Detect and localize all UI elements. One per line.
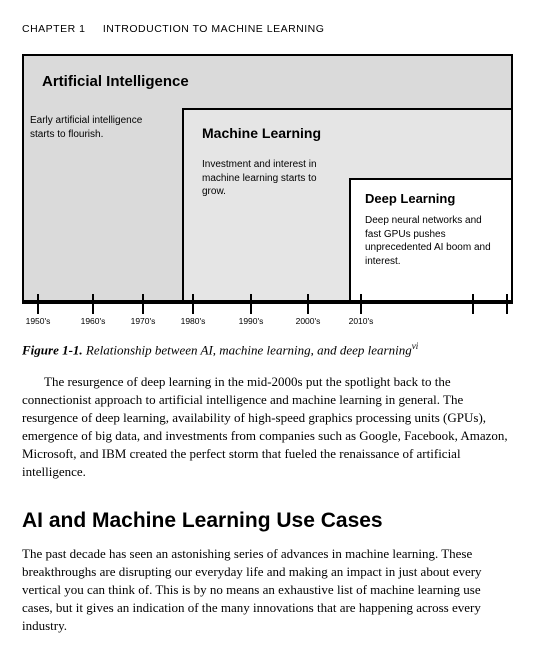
tick-label: 1950's xyxy=(23,316,53,327)
chapter-number: CHAPTER 1 xyxy=(22,23,85,35)
section-paragraph: The past decade has seen an astonishing … xyxy=(22,545,513,635)
tick-mark xyxy=(142,294,144,314)
tick-label: 2010's xyxy=(346,316,376,327)
dl-box: Deep Learning Deep neural networks and f… xyxy=(349,178,511,300)
tick-label: 2000's xyxy=(293,316,323,327)
chapter-header: CHAPTER 1 INTRODUCTION TO MACHINE LEARNI… xyxy=(22,22,513,36)
dl-text: Deep neural networks and fast GPUs pushe… xyxy=(365,214,495,268)
tick-label: 1970's xyxy=(128,316,158,327)
tick-mark xyxy=(360,294,362,314)
tick-label: 1990's xyxy=(236,316,266,327)
figure-ref: vi xyxy=(412,341,419,351)
figure-text: Relationship between AI, machine learnin… xyxy=(86,343,412,358)
section-heading: AI and Machine Learning Use Cases xyxy=(22,507,513,535)
body-paragraph-1: The resurgence of deep learning in the m… xyxy=(22,373,513,481)
tick-mark xyxy=(472,294,474,314)
chapter-title: INTRODUCTION TO MACHINE LEARNING xyxy=(103,23,325,35)
tick-mark xyxy=(92,294,94,314)
ml-box: Machine Learning Investment and interest… xyxy=(182,108,511,300)
tick-mark xyxy=(506,294,508,314)
tick-mark xyxy=(250,294,252,314)
tick-label: 1980's xyxy=(178,316,208,327)
tick-mark xyxy=(307,294,309,314)
figure-caption: Figure 1-1. Relationship between AI, mac… xyxy=(22,340,513,359)
dl-title: Deep Learning xyxy=(365,190,455,208)
ml-text: Investment and interest in machine learn… xyxy=(202,158,332,199)
figure-label: Figure 1-1. xyxy=(22,343,83,358)
tick-mark xyxy=(37,294,39,314)
ai-text: Early artificial intelligence starts to … xyxy=(30,114,160,141)
timeline-axis: 1950's 1960's 1970's 1980's 1990's 2000's 2010… xyxy=(22,302,513,330)
ai-box: Artificial Intelligence Early artificial… xyxy=(24,56,511,300)
axis-line xyxy=(22,302,513,304)
tick-mark xyxy=(192,294,194,314)
ml-title: Machine Learning xyxy=(202,124,321,143)
ai-ml-dl-diagram: Artificial Intelligence Early artificial… xyxy=(22,54,513,302)
tick-label: 1960's xyxy=(78,316,108,327)
ai-title: Artificial Intelligence xyxy=(42,72,189,92)
